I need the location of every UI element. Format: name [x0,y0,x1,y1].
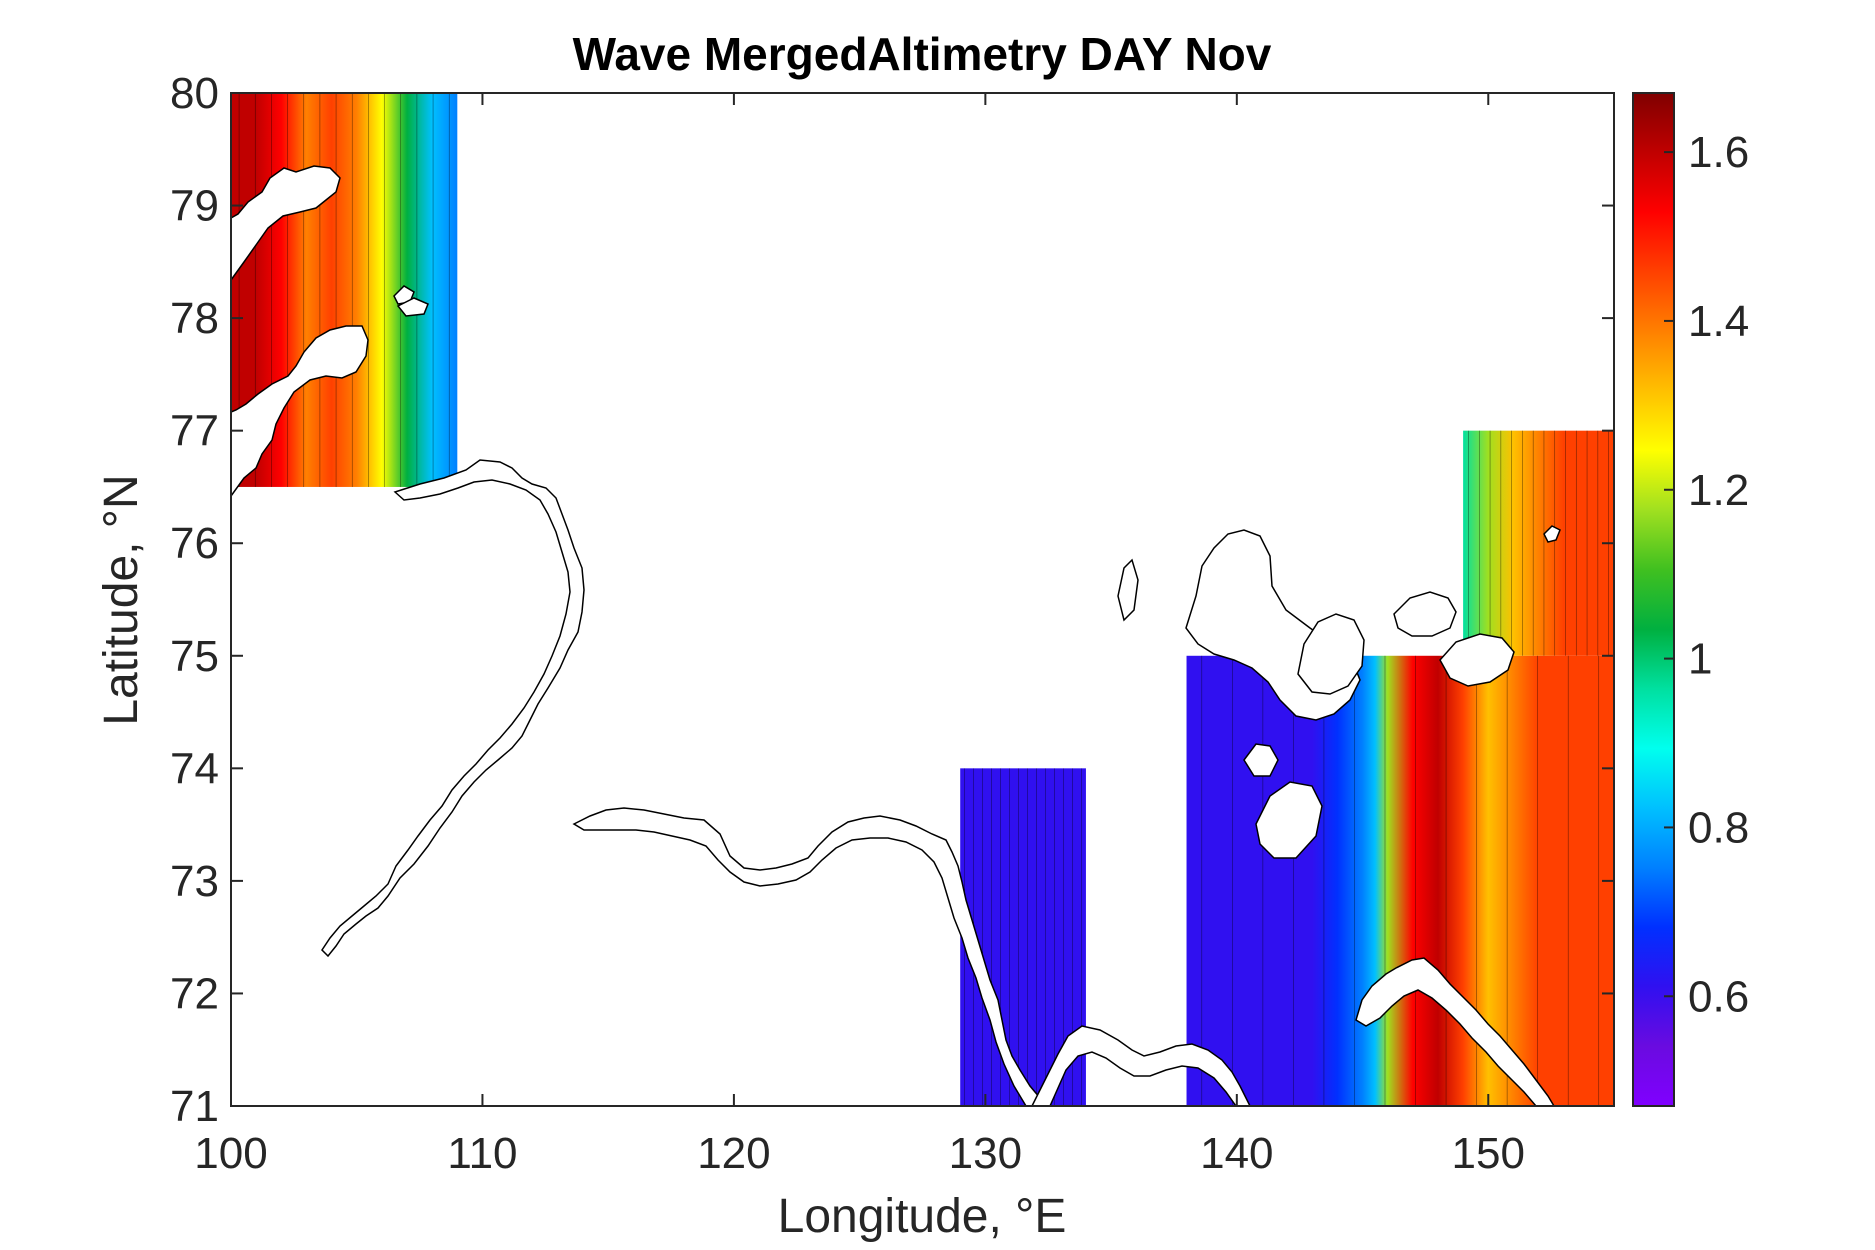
region-east [1186,655,1614,1106]
land-island-east-1 [1543,525,1561,543]
x-axis-label: Longitude, °E [778,1190,1067,1243]
x-tick-label: 110 [447,1129,517,1178]
y-tick-label: 78 [170,294,219,343]
land-coast-b [572,807,1050,1107]
region-northeast [1463,430,1614,656]
land-new-siberian-2 [1297,613,1365,695]
y-tick-label: 80 [170,69,219,118]
land-island-west-2 [396,297,429,317]
land-island-bay-2 [1255,781,1323,859]
colorbar-tick-label: 0.6 [1688,972,1749,1021]
land-island-west-1 [393,285,415,305]
y-axis-label: Latitude, °N [95,474,148,725]
y-axis: 71 72 73 74 75 76 77 78 79 80 [170,69,1614,1131]
land-new-siberian-3 [1393,591,1457,637]
x-tick-label: 100 [194,1129,267,1178]
land-island-small [1117,558,1139,622]
colorbar [1632,92,1675,1107]
land-coast-a [321,459,585,958]
x-tick-label: 140 [1200,1129,1273,1178]
y-tick-label: 76 [170,519,219,568]
y-tick-label: 71 [170,1082,219,1131]
colorbar-ticks: 0.6 0.8 1 1.2 1.4 1.6 [1664,128,1749,1021]
x-tick-label: 120 [697,1129,770,1178]
y-tick-label: 73 [170,857,219,906]
plot-area-frame [230,92,1615,1107]
y-tick-label: 79 [170,182,219,231]
x-axis: 100 110 120 130 140 150 [194,93,1525,1178]
land-island-bay-1 [1243,743,1279,777]
colorbar-tick-label: 1.6 [1688,128,1749,177]
colorbar-tick-label: 0.8 [1688,803,1749,852]
land-taymyr-cape [230,325,369,499]
x-tick-label: 130 [949,1129,1022,1178]
y-tick-label: 75 [170,632,219,681]
colorbar-tick-label: 1.2 [1688,466,1749,515]
y-tick-label: 74 [170,744,219,793]
colorbar-tick-label: 1.4 [1688,297,1749,346]
y-tick-label: 72 [170,969,219,1018]
land-coast-c [1030,1025,1252,1107]
wave-height-field [231,93,1614,1106]
land-east-coast-north [1355,957,1556,1107]
land-masks [230,165,1561,1107]
land-severnaya-zemlya [230,165,341,283]
colorbar-tick-label: 1 [1688,635,1712,684]
x-tick-label: 150 [1452,1129,1525,1178]
y-tick-label: 77 [170,407,219,456]
chart-title: Wave MergedAltimetry DAY Nov [573,28,1272,80]
land-new-siberian-4 [1439,633,1515,687]
